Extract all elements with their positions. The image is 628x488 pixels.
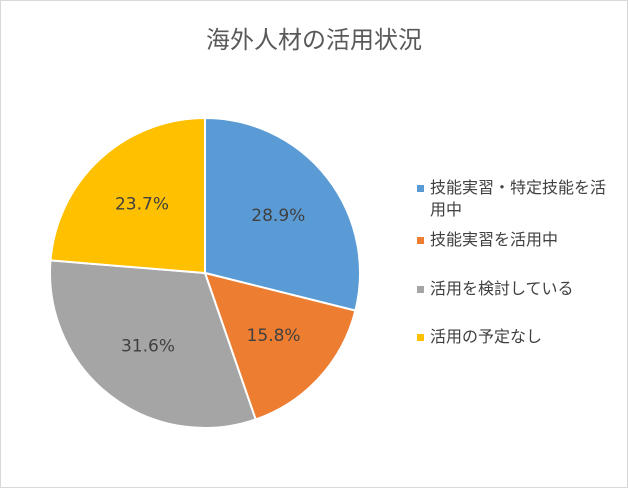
data-label: 15.8% [247, 326, 301, 346]
legend-item: 技能実習を活用中 [417, 229, 620, 251]
legend-item: 活用を検討している [417, 278, 620, 300]
data-label: 31.6% [121, 336, 175, 356]
legend-swatch [417, 286, 424, 293]
data-label: 28.9% [251, 206, 305, 226]
chart-title: 海外人材の活用状況 [206, 26, 422, 54]
legend-item: 活用の予定なし [417, 326, 620, 348]
legend-swatch [417, 237, 424, 244]
pie-slice [49, 116, 206, 275]
legend-swatch [417, 334, 424, 341]
data-label: 23.7% [115, 195, 169, 215]
pie-slice [203, 271, 357, 421]
legend-label: 活用を検討している [430, 279, 574, 298]
legend-item: 技能実習・特定技能を活用中 [417, 177, 620, 221]
legend-label: 技能実習・特定技能を活用中 [430, 178, 607, 219]
pie-slice [204, 116, 361, 312]
legend-label: 活用の予定なし [430, 327, 543, 346]
legend-label: 技能実習を活用中 [430, 230, 559, 249]
pie-slice [49, 259, 257, 429]
legend-swatch [417, 185, 424, 192]
